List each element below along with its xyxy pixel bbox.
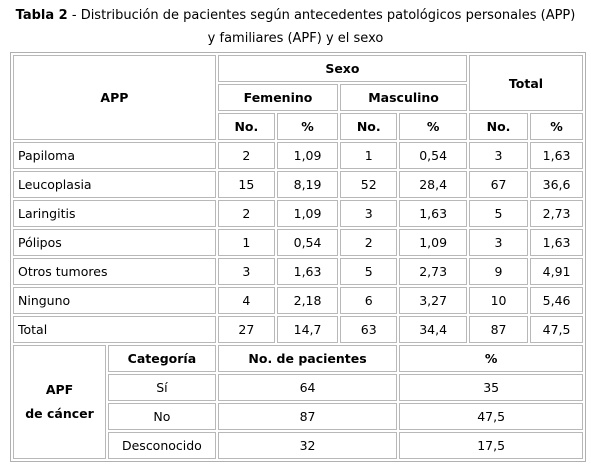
header-t-pct: %: [530, 113, 583, 140]
caption-line2: y familiares (APF) y el sexo: [207, 31, 384, 46]
cell-f-pct: 1,63: [276, 258, 339, 285]
cell-t-no: 10: [468, 287, 529, 314]
apf-label-line2: de cáncer: [25, 406, 94, 421]
cell-f-no: 2: [217, 142, 275, 169]
row-label: Ninguno: [13, 287, 216, 314]
apf-cell-pct: 35: [399, 374, 583, 401]
apf-cell-pacientes: 87: [217, 403, 398, 430]
cell-f-pct: 14,7: [276, 316, 339, 343]
header-f-no: No.: [217, 113, 275, 140]
header-m-pct: %: [399, 113, 467, 140]
row-label: Otros tumores: [13, 258, 216, 285]
caption-line1: Distribución de pacientes según antecede…: [80, 8, 576, 23]
cell-t-no: 3: [468, 142, 529, 169]
table-row-total: Total 27 14,7 63 34,4 87 47,5: [13, 316, 583, 343]
cell-t-pct: 2,73: [530, 200, 583, 227]
cell-t-pct: 47,5: [530, 316, 583, 343]
cell-m-no: 5: [340, 258, 398, 285]
row-label: Leucoplasia: [13, 171, 216, 198]
table-row: Laringitis 2 1,09 3 1,63 5 2,73: [13, 200, 583, 227]
cell-m-no: 2: [340, 229, 398, 256]
apf-cell-pacientes: 64: [217, 374, 398, 401]
cell-f-pct: 1,09: [276, 200, 339, 227]
table-row: Leucoplasia 15 8,19 52 28,4 67 36,6: [13, 171, 583, 198]
cell-t-no: 67: [468, 171, 529, 198]
cell-m-pct: 0,54: [399, 142, 467, 169]
table-row: Otros tumores 3 1,63 5 2,73 9 4,91: [13, 258, 583, 285]
cell-f-no: 27: [217, 316, 275, 343]
cell-f-pct: 1,09: [276, 142, 339, 169]
apf-row: Desconocido 32 17,5: [13, 432, 583, 459]
apf-label-line1: APF: [45, 382, 74, 397]
apf-header-pacientes: No. de pacientes: [217, 345, 398, 372]
cell-t-pct: 4,91: [530, 258, 583, 285]
cell-f-no: 4: [217, 287, 275, 314]
apf-cell-categoria: No: [108, 403, 216, 430]
cell-f-pct: 2,18: [276, 287, 339, 314]
cell-m-no: 1: [340, 142, 398, 169]
apf-header-pct: %: [399, 345, 583, 372]
apf-cell-categoria: Desconocido: [108, 432, 216, 459]
cell-f-no: 3: [217, 258, 275, 285]
cell-m-pct: 34,4: [399, 316, 467, 343]
cell-f-pct: 8,19: [276, 171, 339, 198]
header-app: APP: [13, 55, 216, 140]
cell-t-pct: 1,63: [530, 229, 583, 256]
apf-row: Sí 64 35: [13, 374, 583, 401]
caption-separator: -: [67, 8, 81, 23]
cell-t-no: 5: [468, 200, 529, 227]
cell-f-no: 1: [217, 229, 275, 256]
cell-m-no: 52: [340, 171, 398, 198]
row-label: Total: [13, 316, 216, 343]
header-femenino: Femenino: [217, 84, 339, 111]
caption-label: Tabla 2: [15, 8, 68, 23]
data-table: APP Sexo Total Femenino Masculino No. % …: [10, 52, 586, 462]
apf-cell-pct: 17,5: [399, 432, 583, 459]
cell-m-no: 6: [340, 287, 398, 314]
cell-m-pct: 2,73: [399, 258, 467, 285]
cell-t-no: 87: [468, 316, 529, 343]
cell-m-no: 3: [340, 200, 398, 227]
cell-t-pct: 1,63: [530, 142, 583, 169]
cell-m-pct: 3,27: [399, 287, 467, 314]
header-sexo: Sexo: [217, 55, 467, 82]
cell-t-no: 3: [468, 229, 529, 256]
apf-cell-pacientes: 32: [217, 432, 398, 459]
table-row: Pólipos 1 0,54 2 1,09 3 1,63: [13, 229, 583, 256]
cell-f-no: 15: [217, 171, 275, 198]
header-f-pct: %: [276, 113, 339, 140]
apf-header-categoria: Categoría: [108, 345, 216, 372]
apf-header-row: APF de cáncer Categoría No. de pacientes…: [13, 345, 583, 459]
apf-cell-categoria: Sí: [108, 374, 216, 401]
apf-cell-pct: 47,5: [399, 403, 583, 430]
apf-label: APF de cáncer: [13, 345, 107, 459]
cell-m-pct: 28,4: [399, 171, 467, 198]
row-label: Papiloma: [13, 142, 216, 169]
cell-m-pct: 1,63: [399, 200, 467, 227]
header-masculino: Masculino: [340, 84, 467, 111]
header-m-no: No.: [340, 113, 398, 140]
header-total: Total: [468, 55, 583, 111]
table-row: Ninguno 4 2,18 6 3,27 10 5,46: [13, 287, 583, 314]
apf-row: No 87 47,5: [13, 403, 583, 430]
cell-m-no: 63: [340, 316, 398, 343]
table-row: Papiloma 2 1,09 1 0,54 3 1,63: [13, 142, 583, 169]
cell-t-pct: 36,6: [530, 171, 583, 198]
cell-f-no: 2: [217, 200, 275, 227]
header-t-no: No.: [468, 113, 529, 140]
cell-m-pct: 1,09: [399, 229, 467, 256]
table-caption: Tabla 2 - Distribución de pacientes segú…: [0, 4, 591, 50]
row-label: Laringitis: [13, 200, 216, 227]
cell-t-pct: 5,46: [530, 287, 583, 314]
cell-f-pct: 0,54: [276, 229, 339, 256]
row-label: Pólipos: [13, 229, 216, 256]
cell-t-no: 9: [468, 258, 529, 285]
